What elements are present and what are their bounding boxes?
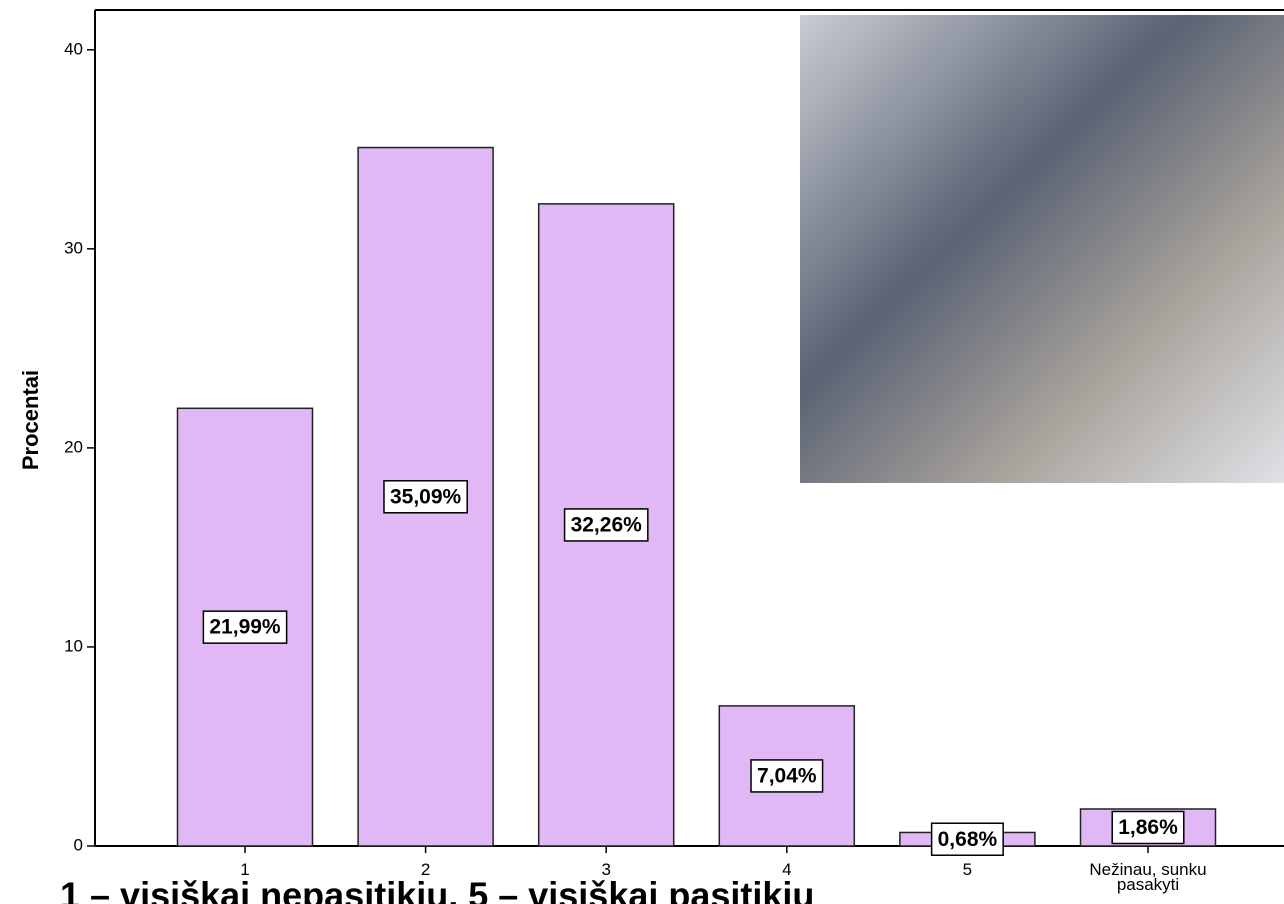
value-label-box [1111, 810, 1185, 845]
value-label: 35,09% [390, 485, 462, 508]
y-tick-label: 10 [64, 636, 83, 655]
value-label-box [202, 610, 288, 644]
value-label-box [563, 508, 649, 542]
value-label: 0,68% [938, 828, 998, 851]
x-tick-label: 4 [782, 860, 792, 879]
y-tick-label: 40 [64, 39, 83, 58]
value-label-box [750, 759, 824, 793]
crowd-photo [800, 15, 1284, 483]
x-tick-label: Nežinau, sunku pasakyti [1089, 860, 1207, 894]
value-label: 32,26% [571, 513, 643, 536]
y-tick-label: 20 [64, 437, 83, 456]
x-tick-label: 2 [420, 860, 431, 879]
y-tick-label: 30 [64, 238, 83, 257]
x-tick-label: 3 [601, 860, 611, 879]
value-label-box [930, 822, 1004, 856]
caption: 1 – visiškai nepasitikiu, 5 – visiškai p… [60, 875, 814, 904]
value-label-box [383, 480, 468, 514]
x-tick-label: 1 [240, 860, 250, 879]
value-label: 21,99% [209, 616, 281, 639]
value-label: 1,86% [1118, 816, 1178, 839]
x-tick-label: 5 [962, 860, 973, 879]
y-axis-label: Procentai [18, 370, 43, 470]
y-tick-label: 0 [74, 835, 83, 854]
value-label: 7,04% [757, 764, 817, 787]
